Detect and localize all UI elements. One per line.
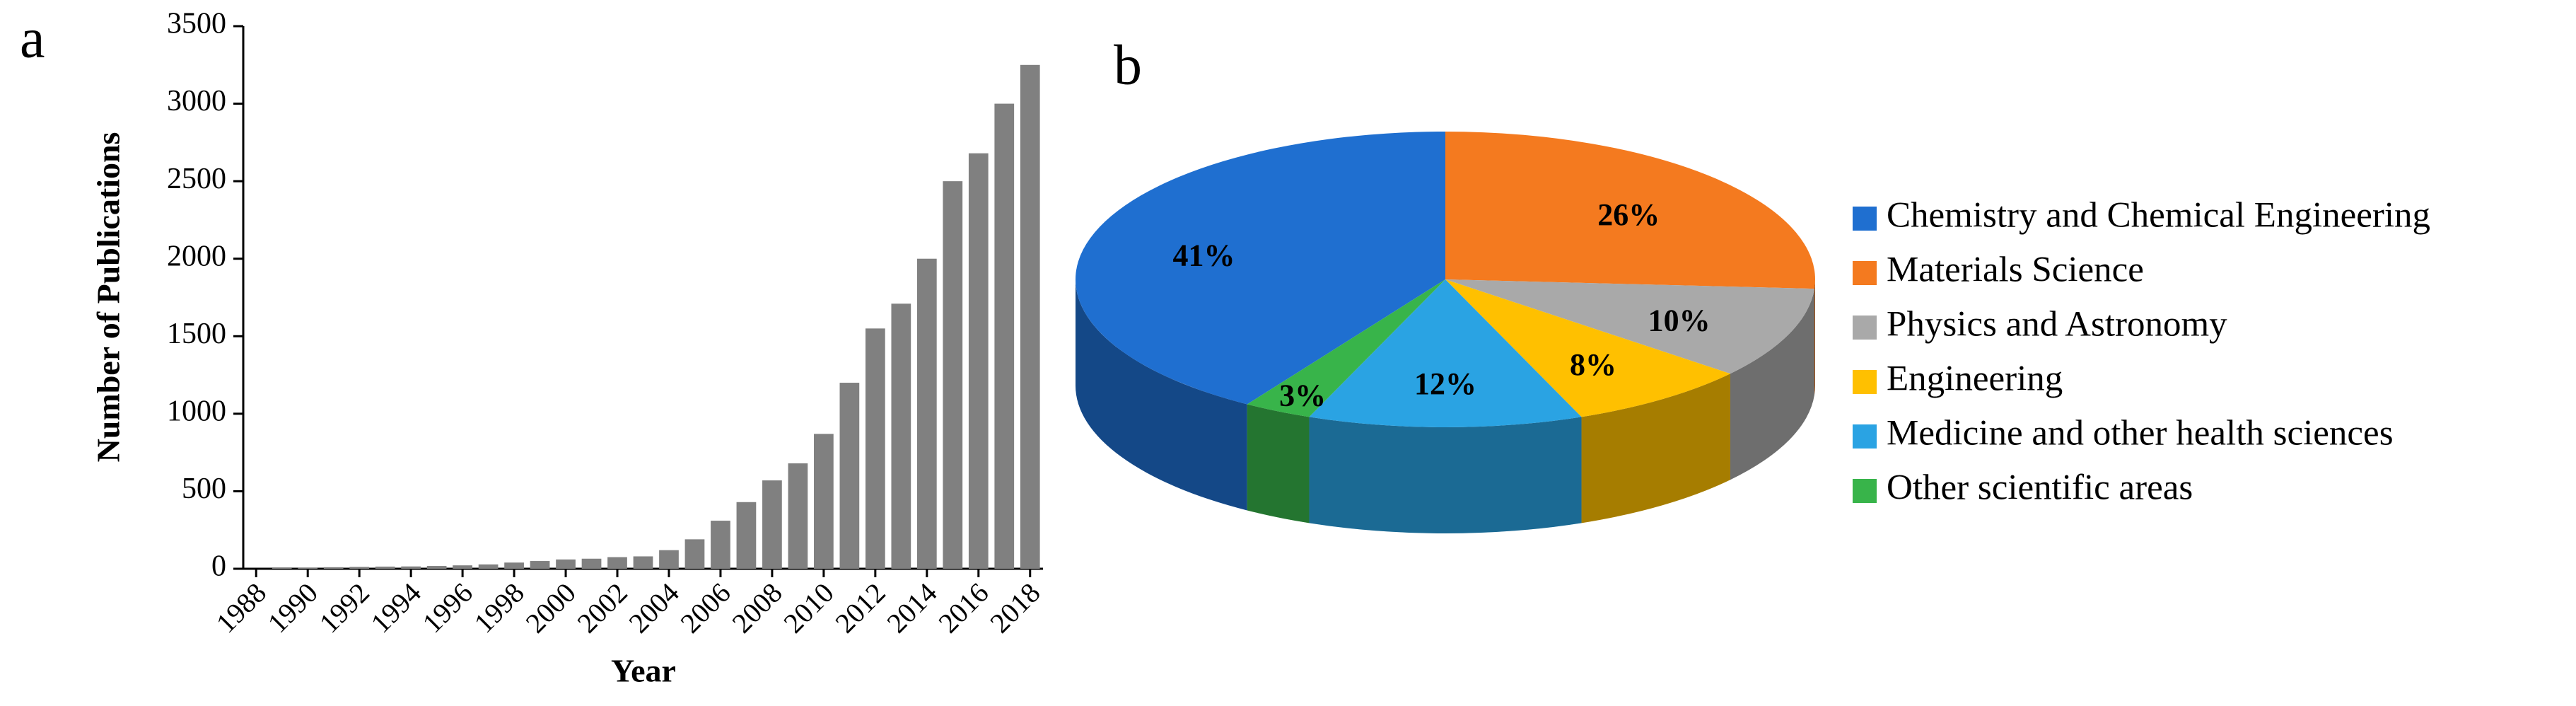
x-tick-label: 2014 (880, 577, 943, 639)
bar (633, 556, 653, 569)
x-tick-label: 2006 (674, 577, 736, 639)
slice-label: 26% (1597, 197, 1660, 232)
legend-swatch (1853, 479, 1877, 503)
bar (865, 328, 885, 569)
legend-swatch (1853, 261, 1877, 285)
slice (1445, 279, 1730, 417)
x-tick-label: 1988 (210, 577, 272, 639)
y-tick-label: 1000 (167, 395, 226, 427)
bar (478, 564, 499, 569)
x-tick-label: 1994 (365, 577, 427, 639)
slice-side (1247, 404, 1310, 523)
bar (426, 566, 447, 569)
x-tick-label: 2000 (520, 577, 582, 639)
y-tick-label: 3000 (167, 85, 226, 117)
x-tick-label: 1998 (468, 577, 530, 639)
legend-label: Engineering (1887, 359, 2063, 399)
slice-side-shade (1814, 279, 1815, 395)
bar (736, 502, 757, 569)
slice-side-shade (1581, 374, 1730, 523)
legend-label: Medicine and other health sciences (1887, 414, 2394, 453)
panel-label: a (20, 7, 45, 69)
y-tick-label: 2000 (167, 240, 226, 272)
legend-swatch (1853, 316, 1877, 340)
bar (375, 566, 395, 569)
bar (659, 550, 679, 569)
slice-side (1076, 279, 1247, 511)
x-tick-label: 2004 (622, 577, 684, 639)
bar (530, 561, 550, 569)
legend-label: Materials Science (1887, 250, 2144, 290)
bar (581, 558, 602, 569)
bar (788, 463, 808, 569)
panel-label: b (1114, 34, 1142, 96)
slice-label: 8% (1570, 347, 1616, 382)
slice-side-shade (1247, 404, 1310, 523)
slice (1445, 279, 1814, 374)
slice-side-shade (1730, 289, 1814, 480)
y-axis-title: Number of Publications (91, 132, 127, 463)
x-tick-label: 2016 (932, 577, 994, 639)
legend-label: Other scientific areas (1887, 468, 2193, 508)
slice-side (1581, 374, 1730, 523)
bar (994, 103, 1015, 569)
bar (556, 559, 576, 569)
x-tick-label: 2008 (725, 577, 788, 639)
slice-label: 3% (1279, 378, 1326, 412)
bar (684, 539, 705, 569)
legend-label: Chemistry and Chemical Engineering (1887, 196, 2430, 236)
slice (1445, 132, 1815, 289)
bar (891, 303, 911, 569)
x-tick-label: 2018 (984, 577, 1046, 639)
x-tick-label: 2010 (777, 577, 839, 639)
bar (916, 258, 937, 569)
legend-label: Physics and Astronomy (1887, 305, 2227, 345)
bar (943, 181, 963, 569)
bar (839, 383, 860, 569)
slice-side (1814, 279, 1815, 395)
bar (272, 567, 292, 569)
slice-label: 12% (1414, 366, 1476, 401)
slice (1076, 132, 1445, 405)
legend-swatch (1853, 424, 1877, 449)
bar (607, 557, 627, 569)
y-tick-label: 1500 (167, 318, 226, 350)
x-tick-label: 1990 (262, 577, 324, 639)
bar (814, 434, 834, 569)
x-axis-title: Year (611, 653, 676, 689)
bar (349, 567, 370, 569)
slice (1309, 279, 1582, 427)
bar (298, 567, 318, 569)
x-tick-label: 2012 (829, 577, 891, 639)
slice-label: 10% (1648, 303, 1710, 337)
bar (453, 565, 472, 569)
slice (1247, 279, 1445, 417)
bar (504, 562, 524, 569)
y-tick-label: 0 (211, 550, 226, 583)
x-tick-label: 1996 (416, 577, 479, 639)
y-tick-label: 2500 (167, 163, 226, 195)
bar (711, 521, 730, 569)
bar (968, 153, 989, 569)
legend-swatch (1853, 207, 1877, 231)
slice-side (1309, 417, 1582, 534)
x-tick-label: 2002 (571, 577, 633, 639)
y-tick-label: 500 (182, 473, 226, 505)
bar (762, 480, 782, 569)
bar (401, 566, 421, 569)
slice-side (1730, 289, 1814, 480)
x-tick-label: 1992 (313, 577, 375, 639)
y-tick-label: 3500 (167, 8, 226, 40)
legend-swatch (1853, 370, 1877, 394)
bar (323, 567, 344, 569)
slice-side-shade (1076, 279, 1247, 511)
slice-label: 41% (1172, 238, 1235, 272)
bar (1020, 64, 1040, 569)
slice-side-shade (1309, 417, 1582, 534)
